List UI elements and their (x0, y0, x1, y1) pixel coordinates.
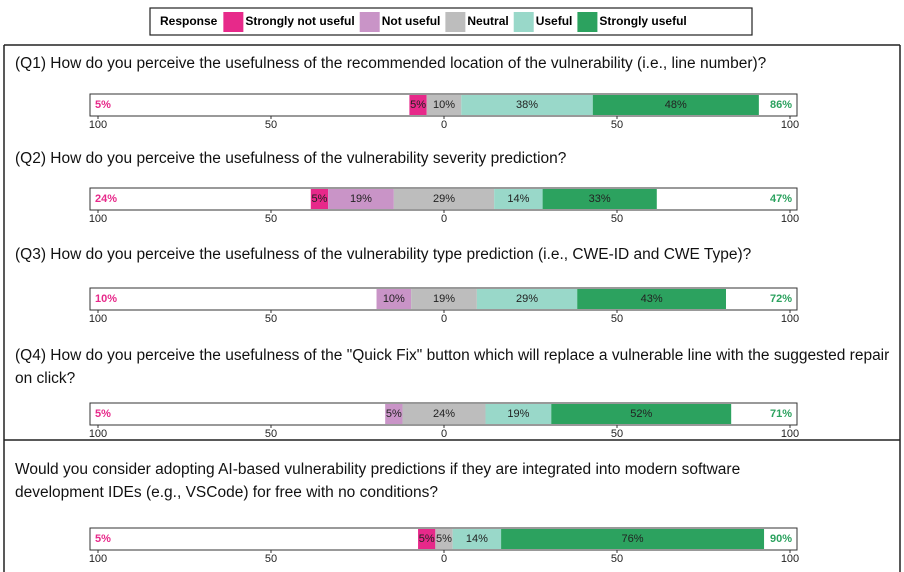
positive-total: 86% (770, 99, 792, 111)
bar-segment (385, 404, 403, 424)
bar-value-label: 10% (433, 99, 455, 111)
negative-total: 5% (95, 408, 111, 420)
bar-value-label: 19% (507, 408, 529, 420)
legend-title: Response (160, 14, 218, 28)
bar-value-label: 19% (350, 193, 372, 205)
legend-label: Useful (536, 14, 573, 28)
question: (Q1) How do you perceive the usefulness … (15, 55, 767, 72)
x-tick-label: 0 (441, 119, 447, 131)
x-tick-label: 100 (781, 119, 799, 131)
x-tick-label: 100 (781, 213, 799, 225)
x-tick-label: 100 (89, 119, 107, 131)
x-tick-label: 0 (441, 213, 447, 225)
legend-label: Neutral (467, 14, 508, 28)
bar-segment (542, 189, 657, 209)
x-tick-label: 0 (441, 313, 447, 325)
bar-value-label: 5% (311, 193, 327, 205)
x-tick-label: 100 (89, 313, 107, 325)
bar-value-label: 5% (410, 99, 426, 111)
bar-segment (494, 189, 543, 209)
x-tick-label: 50 (265, 428, 277, 440)
legend-label: Strongly not useful (245, 14, 354, 28)
x-tick-label: 50 (611, 119, 623, 131)
legend-label: Not useful (382, 14, 441, 28)
positive-total: 71% (770, 408, 792, 420)
bar-segment (328, 189, 394, 209)
bar-segment (393, 189, 495, 209)
x-tick-label: 50 (611, 313, 623, 325)
x-tick-label: 100 (89, 428, 107, 440)
bar-value-label: 5% (436, 533, 452, 545)
x-tick-label: 100 (781, 313, 799, 325)
bar-segment (501, 529, 765, 549)
legend-swatch (359, 12, 380, 32)
negative-total: 5% (95, 533, 111, 545)
positive-total: 47% (770, 193, 792, 205)
question: (Q4) How do you perceive the usefulness … (15, 347, 890, 387)
x-tick-label: 0 (441, 553, 447, 565)
bar-value-label: 52% (630, 408, 652, 420)
x-tick-label: 50 (611, 213, 623, 225)
bar-segment (577, 289, 726, 309)
bar-segment (485, 404, 552, 424)
bar-value-label: 76% (622, 533, 644, 545)
negative-total: 24% (95, 193, 117, 205)
x-tick-label: 50 (265, 213, 277, 225)
bar-segment (452, 529, 502, 549)
question: (Q2) How do you perceive the usefulness … (15, 150, 567, 167)
bar-segment (592, 95, 759, 115)
negative-total: 5% (95, 99, 111, 111)
x-tick-label: 100 (781, 428, 799, 440)
x-tick-label: 50 (265, 119, 277, 131)
bar-value-label: 19% (433, 293, 455, 305)
x-tick-label: 100 (781, 553, 799, 565)
question: (Q3) How do you perceive the usefulness … (15, 246, 752, 263)
bar-segment (476, 289, 578, 309)
bar-segment (418, 529, 436, 549)
bar-value-label: 29% (433, 193, 455, 205)
negative-total: 10% (95, 293, 117, 305)
bar-value-label: 5% (419, 533, 435, 545)
x-tick-label: 50 (265, 313, 277, 325)
positive-total: 90% (770, 533, 792, 545)
bar-value-label: 43% (641, 293, 663, 305)
bar-value-label: 33% (589, 193, 611, 205)
bar-value-label: 14% (466, 533, 488, 545)
legend-swatch (513, 12, 534, 32)
x-tick-label: 100 (89, 553, 107, 565)
x-tick-label: 100 (89, 213, 107, 225)
x-tick-label: 50 (611, 553, 623, 565)
bar-value-label: 29% (516, 293, 538, 305)
x-tick-label: 50 (611, 428, 623, 440)
question: Would you consider adopting AI-based vul… (15, 461, 741, 501)
bar-value-label: 38% (516, 99, 538, 111)
positive-total: 72% (770, 293, 792, 305)
legend-swatch (445, 12, 466, 32)
bar-segment (426, 95, 462, 115)
bar-segment (310, 189, 329, 209)
bar-value-label: 10% (383, 293, 405, 305)
x-tick-label: 50 (265, 553, 277, 565)
legend-label: Strongly useful (599, 14, 686, 28)
bar-segment (376, 289, 412, 309)
bar-segment (551, 404, 732, 424)
bar-value-label: 14% (507, 193, 529, 205)
legend-swatch (223, 12, 244, 32)
bar-segment (411, 289, 477, 309)
bar-segment (402, 404, 486, 424)
x-tick-label: 0 (441, 428, 447, 440)
bar-value-label: 24% (433, 408, 455, 420)
bar-value-label: 5% (386, 408, 402, 420)
bar-segment (409, 95, 427, 115)
bar-value-label: 48% (665, 99, 687, 111)
legend-swatch (577, 12, 598, 32)
bar-segment (461, 95, 593, 115)
bar-segment (435, 529, 453, 549)
